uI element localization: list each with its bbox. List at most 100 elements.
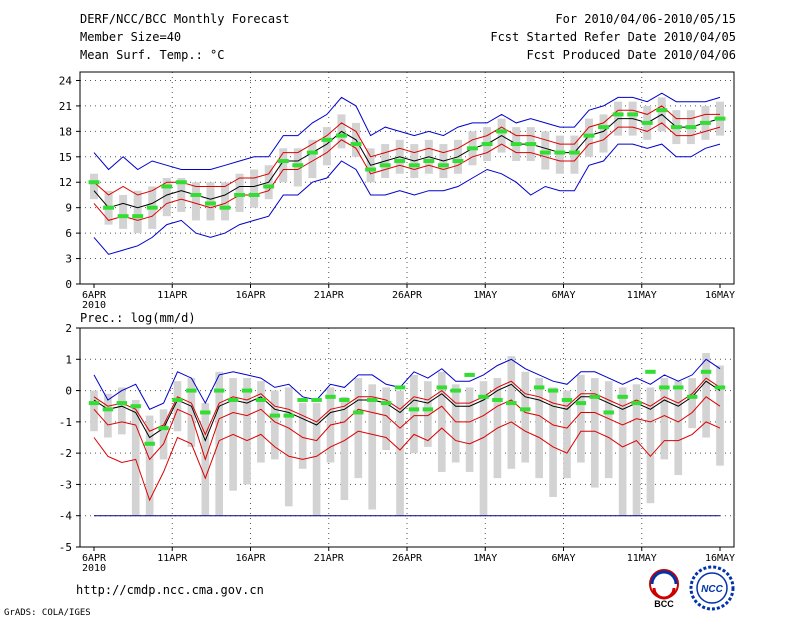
spread-bar (133, 190, 142, 234)
spread-bar (410, 374, 418, 454)
ensemble-marker (365, 167, 377, 172)
ensemble-marker (436, 385, 447, 390)
spread-bar (322, 127, 331, 166)
series-line-1 (93, 105, 720, 196)
ensemble-marker (554, 150, 566, 155)
spread-bar (271, 390, 279, 460)
y-tick-label: 0 (65, 385, 72, 398)
spread-bar (535, 378, 543, 479)
ensemble-marker (117, 214, 129, 219)
bcc-logo: BCC (649, 569, 679, 609)
ensemble-marker (311, 397, 322, 402)
spread-bar (340, 396, 349, 501)
ensemble-marker (380, 401, 392, 406)
y-tick-label: 9 (65, 202, 72, 215)
spread-bar (599, 114, 608, 153)
ensemble-marker (213, 388, 225, 393)
ensemble-marker (641, 120, 653, 125)
spread-bar (206, 182, 215, 221)
spread-bar (563, 390, 571, 479)
spread-bar (590, 378, 599, 488)
refer-date: Fcst Started Refer Date 2010/04/05 (490, 30, 736, 44)
forecast-period: For 2010/04/06-2010/05/15 (555, 12, 736, 26)
spread-bar (451, 384, 460, 463)
spread-bar (191, 182, 200, 221)
series-line-2 (93, 396, 721, 461)
ensemble-marker (241, 388, 253, 393)
y-tick-label: 6 (65, 227, 72, 240)
spread-bar (177, 178, 186, 212)
ensemble-marker (603, 410, 614, 415)
y-tick-label: 12 (59, 176, 72, 189)
ensemble-marker (510, 142, 522, 147)
source-url: http://cmdp.ncc.cma.gov.cn (76, 583, 264, 597)
spread-bar (119, 194, 128, 229)
ensemble-marker (219, 205, 231, 210)
spread-bar (604, 381, 613, 479)
y-tick-label: -2 (59, 447, 72, 460)
ensemble-marker (161, 184, 173, 189)
ensemble-marker (464, 372, 475, 377)
ensemble-marker (175, 180, 187, 185)
ensemble-marker (227, 397, 239, 402)
plot-frame (79, 327, 735, 548)
spread-bar (131, 399, 140, 516)
x-tick-label: 16APR (235, 553, 266, 564)
y-tick-label: 3 (65, 253, 72, 266)
ensemble-marker (452, 159, 464, 164)
ensemble-marker (321, 137, 333, 142)
x-tick-label: 6MAY (551, 290, 575, 301)
temperature-panel-label: Mean Surf. Temp.: °C (80, 48, 225, 62)
x-tick-label: 16MAY (705, 553, 735, 564)
spread-bar (90, 390, 98, 432)
ensemble-marker (617, 394, 628, 399)
x-tick-label: 1MAY (473, 290, 497, 301)
ensemble-marker (422, 407, 434, 412)
ensemble-marker (700, 369, 712, 374)
ensemble-marker (589, 394, 601, 399)
ensemble-marker (205, 201, 216, 206)
spread-bar (646, 387, 655, 504)
spread-bar (308, 139, 317, 178)
spread-bar (279, 148, 288, 183)
spread-bar (507, 356, 516, 469)
spread-bar (104, 393, 112, 438)
ensemble-marker (408, 163, 420, 168)
ensemble-marker (598, 125, 609, 130)
ensemble-marker (506, 401, 517, 406)
precipitation-panel-label: Prec.: log(mm/d) (80, 311, 196, 325)
series-line-2 (93, 122, 721, 221)
x-tick-label: 16MAY (705, 290, 735, 301)
ensemble-marker (339, 397, 350, 402)
ensemble-marker (158, 426, 169, 431)
ensemble-marker (583, 133, 595, 138)
spread-bar (173, 381, 182, 432)
ensemble-marker (714, 116, 726, 121)
ensemble-marker (575, 401, 587, 406)
ensemble-marker (102, 407, 114, 412)
ensemble-marker (686, 394, 698, 399)
ensemble-marker (437, 163, 449, 168)
ensemble-marker (394, 385, 406, 390)
ensemble-marker (146, 205, 158, 210)
spread-bar (549, 387, 557, 497)
y-tick-label: 24 (59, 74, 73, 87)
spread-bar (396, 390, 404, 516)
ensemble-marker (234, 192, 246, 197)
ensemble-marker (367, 397, 378, 402)
spread-bar (257, 381, 265, 463)
ensemble-marker (394, 159, 406, 164)
ensemble-marker (659, 385, 670, 390)
spread-bar (250, 169, 259, 208)
y-tick-label: 2 (65, 322, 72, 335)
ensemble-marker (714, 385, 726, 390)
ensemble-marker (450, 388, 461, 393)
spread-bar (541, 131, 550, 170)
ensemble-marker (292, 163, 304, 168)
ensemble-marker (336, 133, 347, 138)
y-tick-label: -1 (59, 416, 72, 429)
ensemble-marker (525, 142, 537, 147)
spread-bar (145, 415, 154, 516)
ensemble-marker (533, 385, 545, 390)
